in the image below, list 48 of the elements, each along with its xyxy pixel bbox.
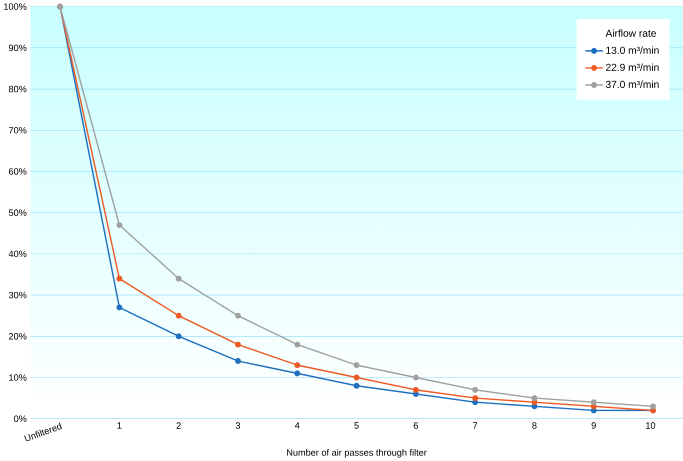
- x-tick-label: 7: [473, 422, 478, 429]
- legend-title: Airflow rate: [606, 29, 656, 37]
- x-axis-title: Number of air passes through filter: [287, 449, 427, 458]
- y-tick-label: 80%: [8, 86, 27, 92]
- legend-label: 22.9 m³/min: [606, 64, 659, 71]
- point: [472, 386, 478, 393]
- point: [116, 222, 122, 228]
- point: [116, 304, 122, 310]
- point: [590, 399, 597, 406]
- y-tick-label: 10%: [9, 374, 27, 381]
- point: [176, 312, 182, 319]
- x-tick-label: 8: [532, 422, 537, 429]
- point: [235, 312, 241, 319]
- point: [176, 333, 182, 340]
- y-tick-label: 50%: [8, 209, 27, 216]
- point: [235, 358, 241, 364]
- point: [650, 403, 656, 410]
- point: [472, 395, 478, 402]
- point: [294, 362, 300, 368]
- y-tick-label: 100%: [4, 3, 27, 10]
- point: [354, 382, 360, 389]
- point: [176, 276, 182, 282]
- x-tick-label: 6: [414, 422, 418, 429]
- x-tick-label: 2: [176, 422, 181, 429]
- point: [412, 386, 419, 393]
- x-tick-label: 10: [646, 422, 656, 429]
- x-tick-label: 4: [294, 422, 300, 429]
- x-tick-label: 1: [117, 422, 122, 429]
- point: [412, 374, 419, 380]
- legend-label: 37.0 m³/min: [606, 80, 659, 88]
- point: [354, 362, 360, 368]
- point: [116, 276, 122, 282]
- point: [294, 342, 300, 348]
- y-tick-label: 70%: [8, 127, 27, 134]
- y-tick-label: 20%: [8, 333, 27, 340]
- point: [235, 342, 241, 348]
- y-tick-label: 90%: [8, 44, 27, 52]
- x-tick-label: 9: [592, 422, 596, 429]
- y-tick-label: 60%: [8, 168, 27, 175]
- y-tick-label: 30%: [8, 292, 27, 298]
- y-tick-label: 40%: [8, 250, 27, 258]
- legend-label: 13.0 m³/min: [606, 46, 659, 54]
- point: [354, 374, 360, 380]
- point: [532, 395, 538, 402]
- x-tick-label: 3: [236, 422, 240, 429]
- point: [294, 370, 300, 376]
- y-tick-label: 0%: [14, 415, 27, 422]
- x-tick-label: 5: [354, 422, 359, 429]
